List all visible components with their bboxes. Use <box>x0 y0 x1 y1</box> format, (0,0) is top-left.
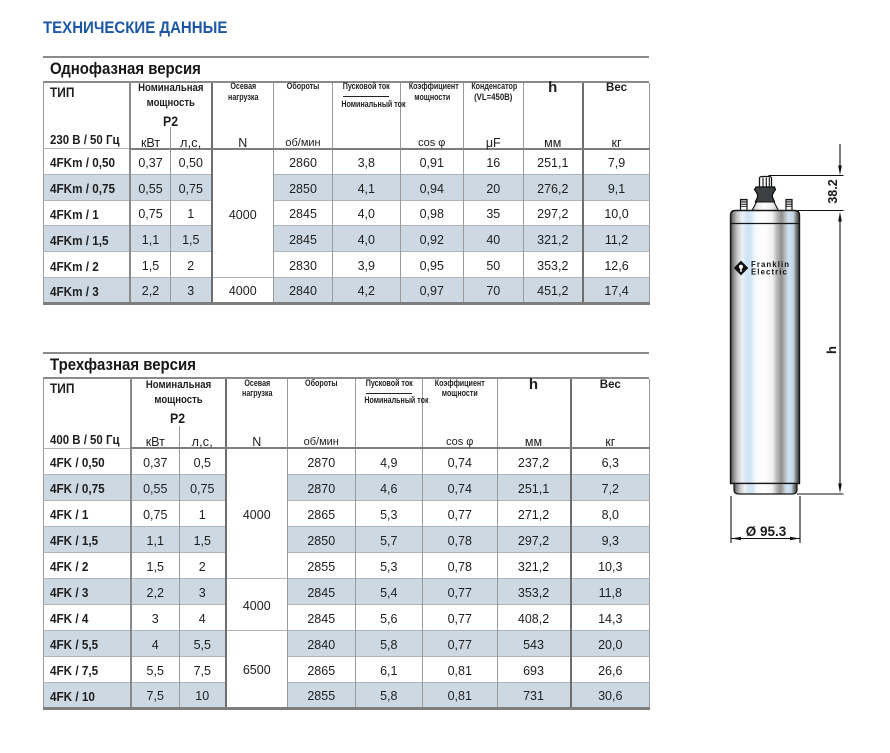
svg-text:h: h <box>824 346 839 354</box>
svg-text:Ø 95.3: Ø 95.3 <box>746 524 787 539</box>
svg-text:Franklin: Franklin <box>751 260 790 269</box>
svg-text:38.2: 38.2 <box>826 179 840 203</box>
svg-text:Electric: Electric <box>751 267 788 276</box>
